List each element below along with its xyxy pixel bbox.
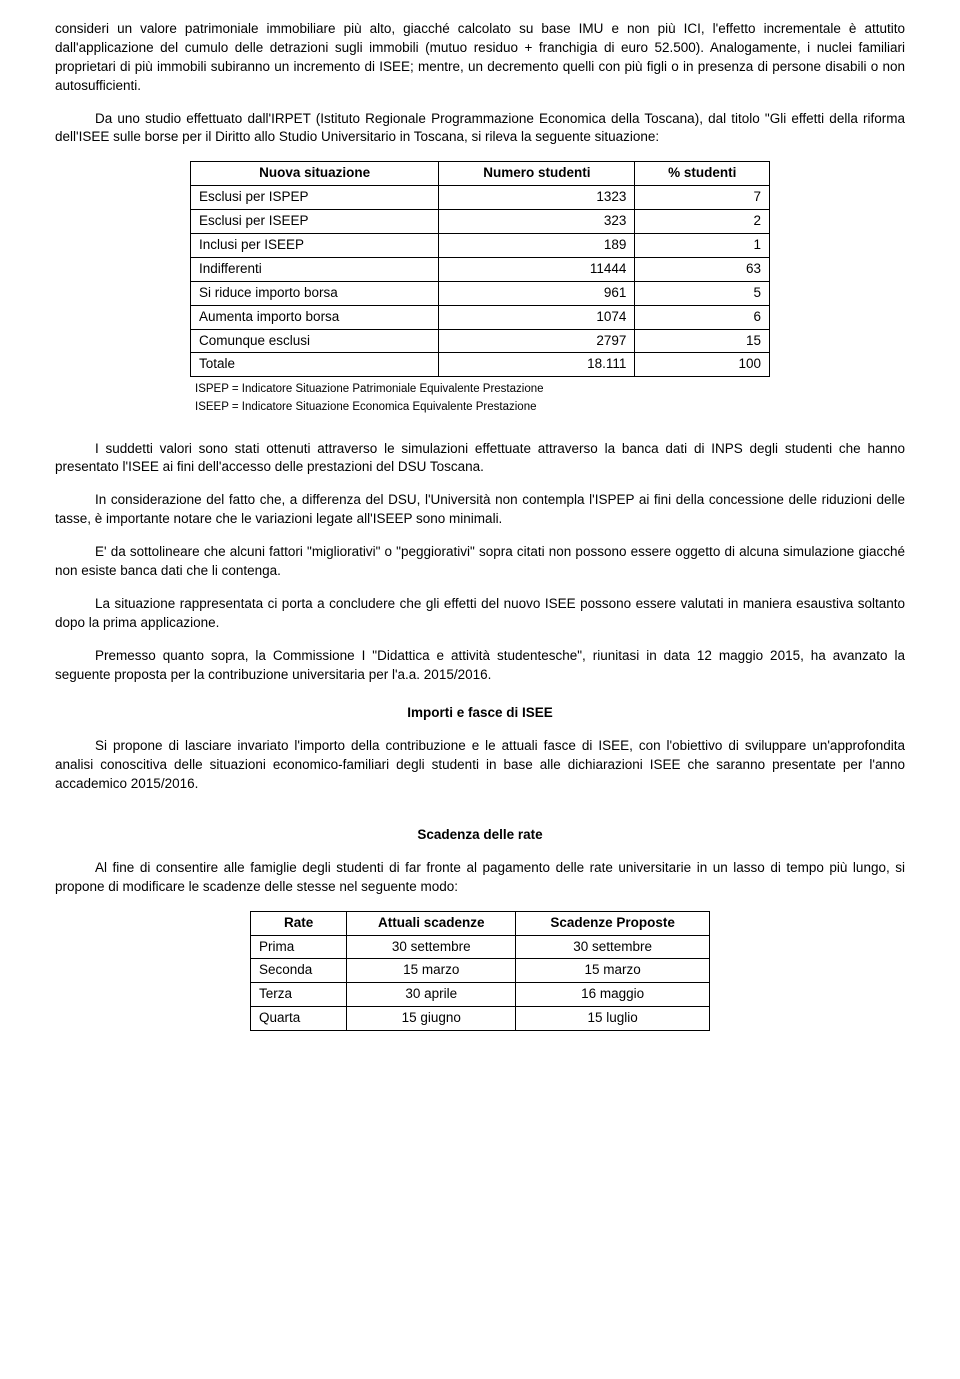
cell-num: 2797 [439, 329, 635, 353]
table-row: Esclusi per ISEEP 323 2 [191, 210, 770, 234]
table-header-row: Rate Attuali scadenze Scadenze Proposte [251, 911, 710, 935]
th-numero-studenti: Numero studenti [439, 162, 635, 186]
cell-num: 18.111 [439, 353, 635, 377]
cell-pct: 100 [635, 353, 770, 377]
paragraph-conclusion: La situazione rappresentata ci porta a c… [55, 595, 905, 633]
th-percent-studenti: % studenti [635, 162, 770, 186]
footnote-iseep: ISEEP = Indicatore Situazione Economica … [55, 399, 905, 415]
cell-pct: 63 [635, 257, 770, 281]
paragraph-study: Da uno studio effettuato dall'IRPET (Ist… [55, 110, 905, 148]
table-row: Indifferenti 11444 63 [191, 257, 770, 281]
th-rate: Rate [251, 911, 347, 935]
cell-pct: 6 [635, 305, 770, 329]
table-row: Prima 30 settembre 30 settembre [251, 935, 710, 959]
paragraph-ispep-note: In considerazione del fatto che, a diffe… [55, 491, 905, 529]
table-row: Totale 18.111 100 [191, 353, 770, 377]
cell-label: Inclusi per ISEEP [191, 234, 439, 258]
cell-label: Indifferenti [191, 257, 439, 281]
cell-label: Totale [191, 353, 439, 377]
table-rate: Rate Attuali scadenze Scadenze Proposte … [250, 911, 710, 1031]
table-row: Si riduce importo borsa 961 5 [191, 281, 770, 305]
paragraph-simulations: I suddetti valori sono stati ottenuti at… [55, 440, 905, 478]
table-row: Quarta 15 giugno 15 luglio [251, 1007, 710, 1031]
table-row: Terza 30 aprile 16 maggio [251, 983, 710, 1007]
cell-proposte: 15 marzo [516, 959, 710, 983]
cell-attuali: 30 settembre [347, 935, 516, 959]
cell-num: 189 [439, 234, 635, 258]
cell-num: 1323 [439, 186, 635, 210]
cell-proposte: 15 luglio [516, 1007, 710, 1031]
cell-num: 961 [439, 281, 635, 305]
cell-rate: Prima [251, 935, 347, 959]
paragraph-intro: consideri un valore patrimoniale immobil… [55, 20, 905, 96]
cell-proposte: 30 settembre [516, 935, 710, 959]
cell-rate: Seconda [251, 959, 347, 983]
table-situazione: Nuova situazione Numero studenti % stude… [190, 161, 770, 377]
table-row: Inclusi per ISEEP 189 1 [191, 234, 770, 258]
cell-pct: 1 [635, 234, 770, 258]
paragraph-scadenza: Al fine di consentire alle famiglie degl… [55, 859, 905, 897]
cell-attuali: 15 marzo [347, 959, 516, 983]
footnote-ispep: ISPEP = Indicatore Situazione Patrimonia… [55, 381, 905, 397]
cell-pct: 15 [635, 329, 770, 353]
cell-label: Aumenta importo borsa [191, 305, 439, 329]
cell-attuali: 15 giugno [347, 1007, 516, 1031]
section-heading-importi: Importi e fasce di ISEE [55, 704, 905, 723]
table-header-row: Nuova situazione Numero studenti % stude… [191, 162, 770, 186]
cell-rate: Quarta [251, 1007, 347, 1031]
cell-label: Esclusi per ISPEP [191, 186, 439, 210]
cell-label: Esclusi per ISEEP [191, 210, 439, 234]
th-proposte: Scadenze Proposte [516, 911, 710, 935]
cell-rate: Terza [251, 983, 347, 1007]
table-row: Seconda 15 marzo 15 marzo [251, 959, 710, 983]
cell-label: Si riduce importo borsa [191, 281, 439, 305]
cell-num: 323 [439, 210, 635, 234]
table-row: Esclusi per ISPEP 1323 7 [191, 186, 770, 210]
cell-pct: 5 [635, 281, 770, 305]
cell-num: 11444 [439, 257, 635, 281]
table-row: Aumenta importo borsa 1074 6 [191, 305, 770, 329]
paragraph-commission: Premesso quanto sopra, la Commissione I … [55, 647, 905, 685]
th-nuova-situazione: Nuova situazione [191, 162, 439, 186]
paragraph-factors: E' da sottolineare che alcuni fattori "m… [55, 543, 905, 581]
table-row: Comunque esclusi 2797 15 [191, 329, 770, 353]
paragraph-importi: Si propone di lasciare invariato l'impor… [55, 737, 905, 794]
th-attuali: Attuali scadenze [347, 911, 516, 935]
cell-attuali: 30 aprile [347, 983, 516, 1007]
cell-pct: 2 [635, 210, 770, 234]
section-heading-scadenza: Scadenza delle rate [55, 826, 905, 845]
cell-label: Comunque esclusi [191, 329, 439, 353]
cell-proposte: 16 maggio [516, 983, 710, 1007]
cell-pct: 7 [635, 186, 770, 210]
cell-num: 1074 [439, 305, 635, 329]
